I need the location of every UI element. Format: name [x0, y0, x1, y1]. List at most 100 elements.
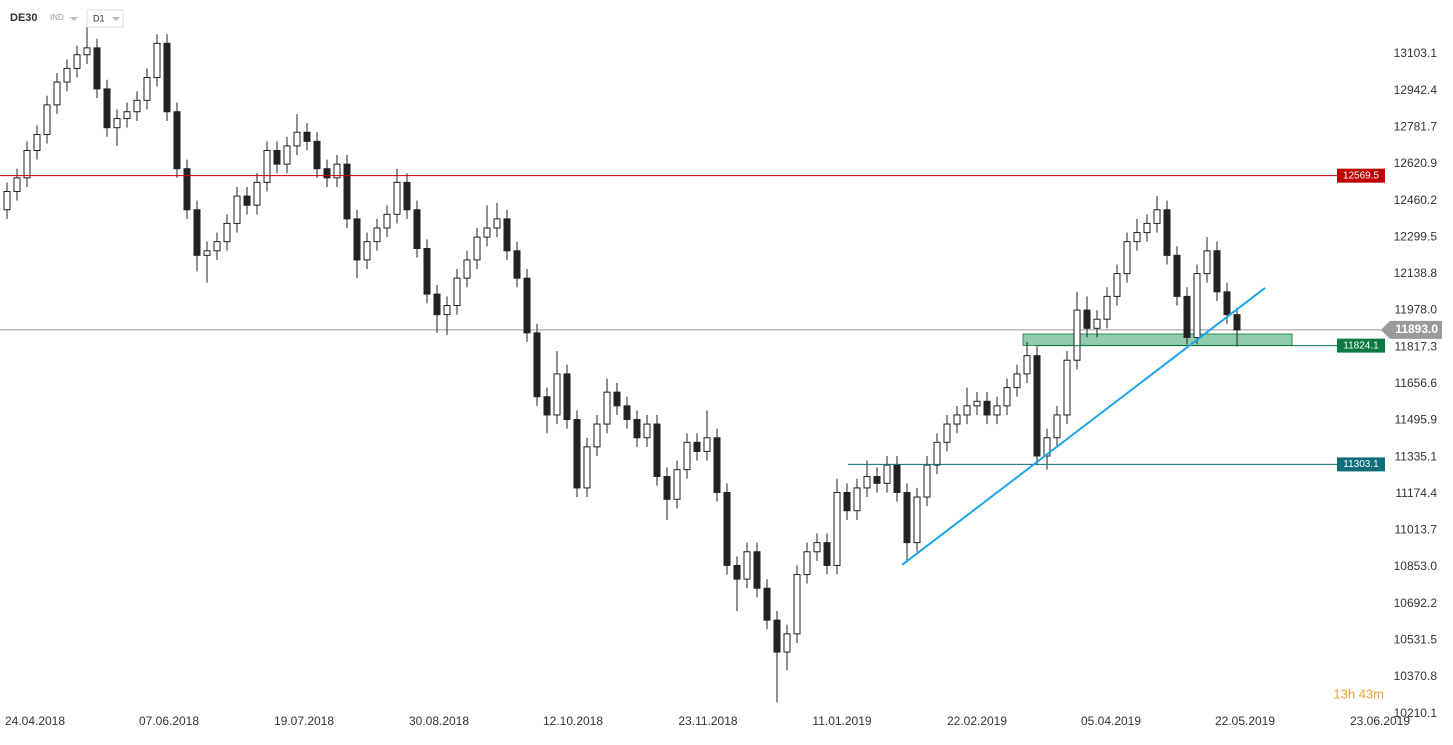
candle-body — [483, 227, 491, 238]
candle-body — [93, 47, 101, 90]
candle-body — [573, 419, 581, 489]
candle-body — [53, 81, 61, 106]
y-tick-label: 10692.2 — [1394, 596, 1438, 610]
candle-body — [403, 181, 411, 211]
candle-body — [633, 419, 641, 439]
candle-body — [953, 414, 961, 425]
candle-body — [833, 491, 841, 566]
candle-body — [323, 168, 331, 179]
candle-body — [333, 163, 341, 179]
y-tick-label: 10370.8 — [1394, 669, 1438, 683]
candle-body — [243, 195, 251, 206]
x-tick-label: 22.02.2019 — [947, 714, 1007, 728]
candle-body — [293, 131, 301, 147]
candle-body — [223, 222, 231, 243]
candle-body — [433, 293, 441, 316]
candle-body — [903, 491, 911, 544]
candle-body — [743, 551, 751, 580]
candle-body — [1203, 250, 1211, 275]
candle-body — [123, 111, 131, 120]
x-tick-label: 12.10.2018 — [543, 714, 603, 728]
candle-body — [393, 181, 401, 215]
x-tick-label: 24.04.2018 — [5, 714, 65, 728]
candle-body — [313, 140, 321, 170]
candle-body — [623, 405, 631, 421]
candle-body — [1143, 222, 1151, 234]
candle-body — [1093, 318, 1101, 329]
candle-body — [413, 209, 421, 250]
trendline — [901, 287, 1266, 566]
x-tick-label: 22.05.2019 — [1215, 714, 1275, 728]
candle-body — [343, 163, 351, 220]
x-tick-label: 05.04.2019 — [1081, 714, 1141, 728]
candle-body — [933, 441, 941, 466]
candle-body — [273, 149, 281, 165]
candle-body — [203, 250, 211, 256]
zone — [1022, 333, 1293, 346]
level-label: 12569.5 — [1343, 170, 1380, 181]
y-tick-label: 11013.7 — [1395, 523, 1438, 537]
candle-body — [813, 542, 821, 553]
candle-body — [1153, 209, 1161, 224]
dropdown-arrow — [112, 17, 120, 21]
candle-body — [673, 469, 681, 500]
candle-body — [33, 134, 41, 151]
candle-body — [1023, 355, 1031, 375]
level-label-box — [1337, 457, 1385, 472]
candle-body — [653, 423, 661, 478]
candle-body — [173, 111, 181, 170]
candle-body — [1133, 232, 1141, 243]
candle-body — [753, 551, 761, 589]
x-tick-label: 30.08.2018 — [409, 714, 469, 728]
candle-body — [103, 88, 111, 129]
candle-body — [793, 574, 801, 635]
candle-body — [363, 241, 371, 261]
candle-body — [303, 131, 311, 142]
level-label: 11303.1 — [1343, 459, 1379, 470]
y-tick-label: 10210.1 — [1394, 706, 1438, 720]
candle-body — [43, 104, 51, 136]
candle-body — [1113, 273, 1121, 297]
candle-body — [253, 181, 261, 206]
candle-body — [893, 464, 901, 493]
candle-body — [1013, 373, 1021, 389]
candle-body — [133, 99, 141, 113]
candle-body — [73, 54, 81, 69]
candle-body — [143, 77, 151, 101]
candle-body — [663, 476, 671, 500]
candle-body — [153, 42, 161, 79]
candle-body — [63, 67, 71, 83]
candle-body — [853, 487, 861, 512]
y-tick-label: 12460.2 — [1394, 193, 1438, 207]
y-tick-label: 12620.9 — [1394, 156, 1438, 170]
y-tick-label: 11174.4 — [1395, 486, 1437, 500]
candle-body — [1043, 437, 1051, 457]
candle-body — [773, 619, 781, 653]
candle-body — [763, 587, 771, 621]
candle-body — [3, 191, 11, 211]
y-tick-label: 13103.1 — [1394, 46, 1438, 60]
level-label-box — [1337, 338, 1385, 353]
candle-body — [183, 168, 191, 211]
candle-body — [513, 250, 521, 279]
candle-body — [723, 491, 731, 566]
candle-body — [643, 423, 651, 439]
candle-body — [783, 633, 791, 653]
candle-body — [843, 491, 851, 512]
candle-body — [733, 564, 741, 580]
candle-body — [463, 259, 471, 279]
candle-body — [583, 446, 591, 489]
candle-body — [823, 542, 831, 566]
current-price-box — [1381, 320, 1442, 339]
candle-body — [683, 441, 691, 471]
candle-body — [263, 149, 271, 183]
candle-body — [383, 213, 391, 229]
candle-body — [913, 496, 921, 544]
y-tick-label: 11656.6 — [1395, 376, 1438, 390]
candle-body — [603, 391, 611, 425]
symbol: DE30 — [10, 12, 38, 24]
interval[interactable]: D1 — [93, 13, 105, 23]
interval-box[interactable] — [86, 9, 124, 28]
candle-body — [553, 373, 561, 416]
